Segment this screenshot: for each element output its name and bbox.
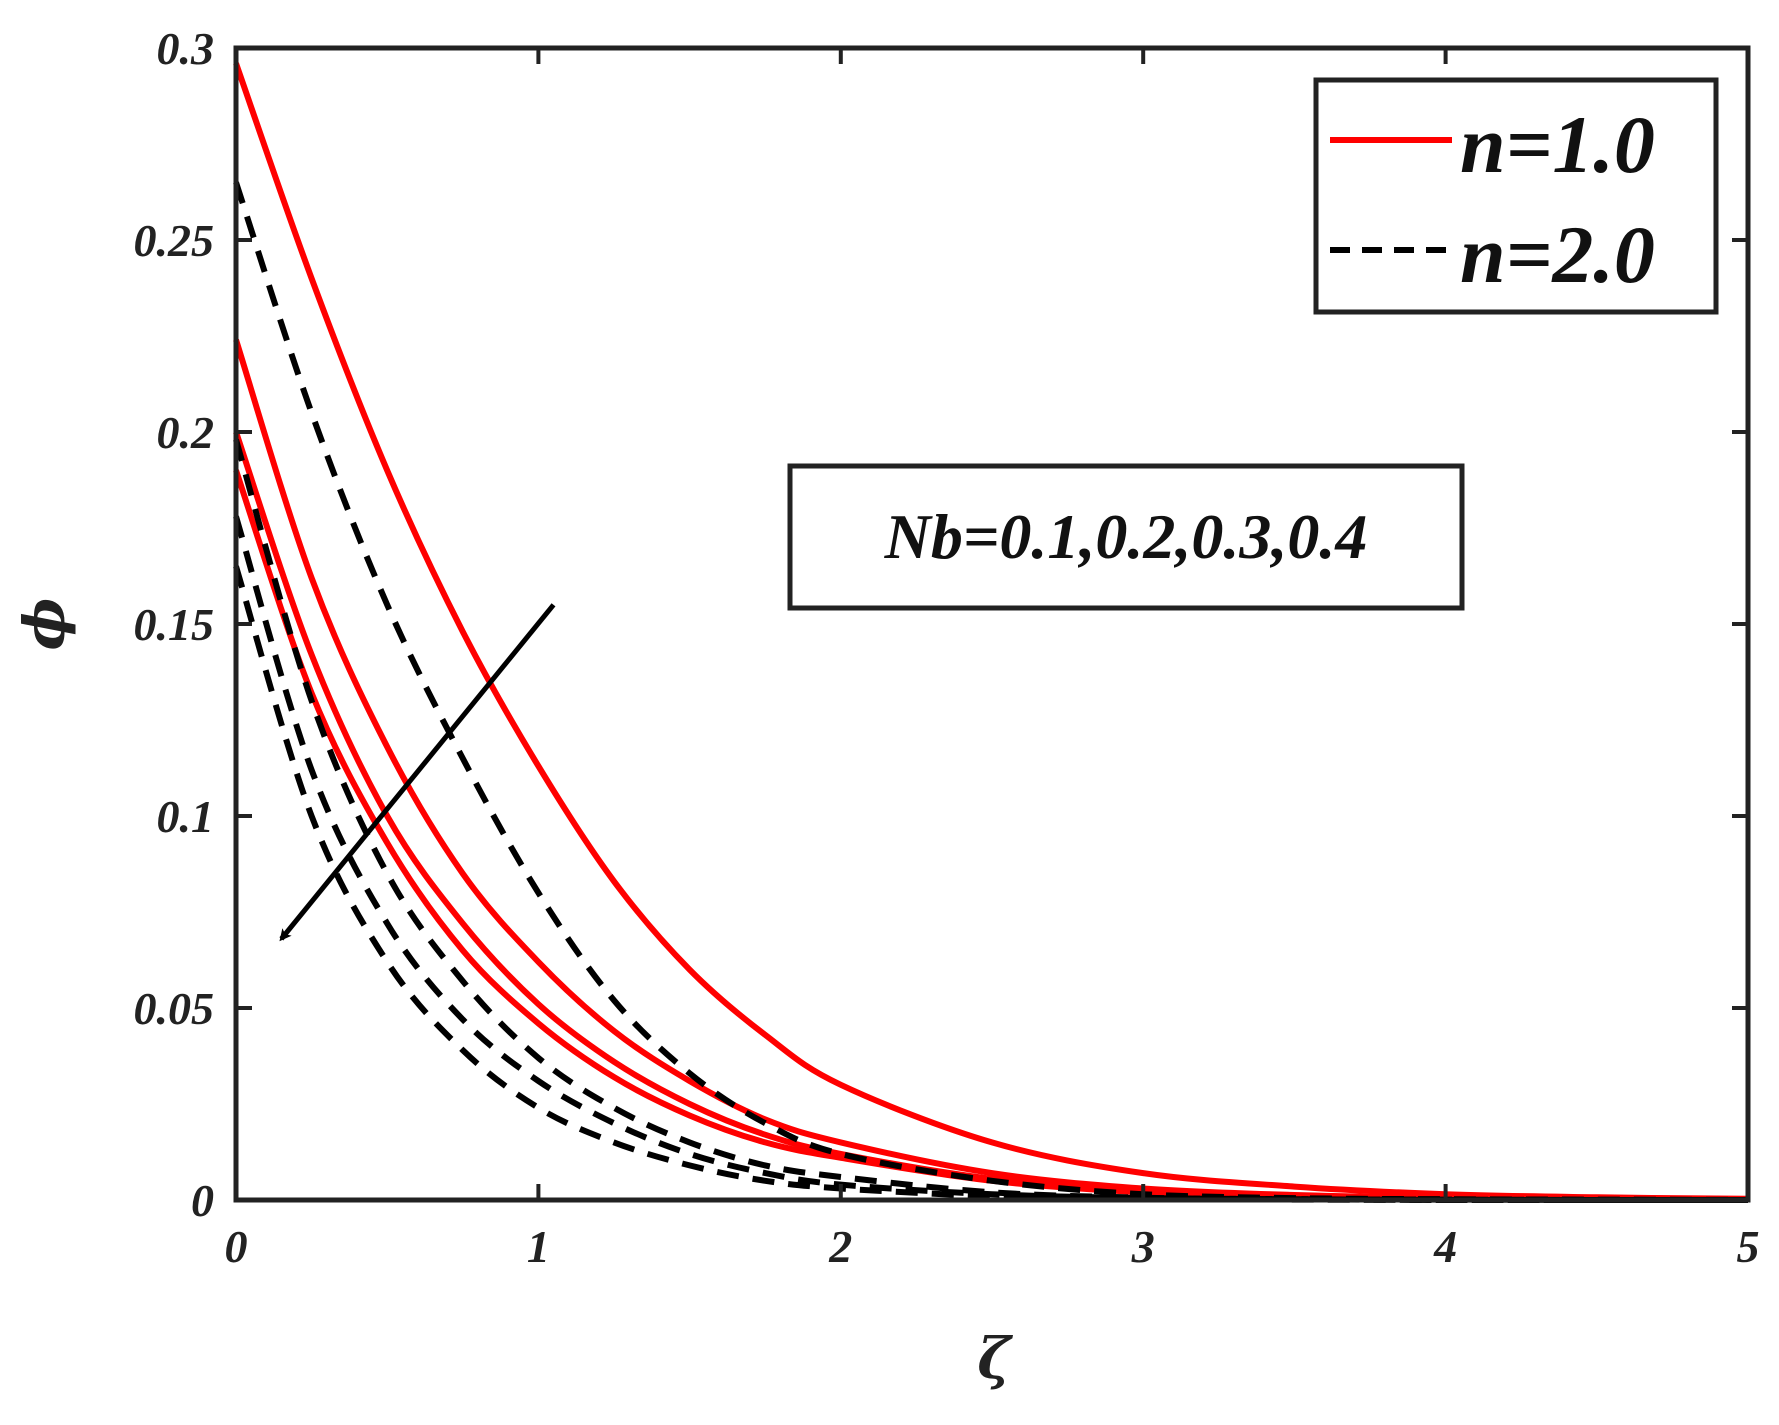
annotation-arrow bbox=[279, 603, 556, 942]
x-tick-label: 5 bbox=[1737, 1221, 1760, 1272]
y-tick-label: 0.3 bbox=[157, 23, 215, 74]
x-tick-label: 2 bbox=[828, 1221, 852, 1272]
series-line-n2-1 bbox=[233, 181, 1749, 1203]
x-tick-label: 0 bbox=[225, 1221, 248, 1272]
legend-label-n2: n=2.0 bbox=[1460, 209, 1655, 300]
series-line-n1-1 bbox=[233, 62, 1749, 1202]
y-tick-label: 0.15 bbox=[134, 599, 215, 650]
x-tick-label: 4 bbox=[1433, 1221, 1457, 1272]
plot-frame bbox=[233, 45, 1751, 1203]
y-tick-label: 0.1 bbox=[157, 791, 215, 842]
labels-layer: 0 1 2 3 4 5 0 0.05 0.1 0.15 0.2 0.25 0.3 bbox=[134, 23, 1760, 1272]
annotation-text: Nb=0.1,0.2,0.3,0.4 bbox=[884, 501, 1368, 572]
annotation-box: Nb=0.1,0.2,0.3,0.4 bbox=[787, 463, 1465, 611]
ticks-layer bbox=[234, 46, 1750, 1202]
legend-label-n1: n=1.0 bbox=[1460, 99, 1655, 190]
y-tick-label: 0 bbox=[191, 1175, 214, 1226]
x-tick-label: 1 bbox=[527, 1221, 550, 1272]
x-axis-label: ζ bbox=[977, 1326, 1013, 1392]
arrow-line bbox=[279, 603, 556, 942]
y-axis-label: ϕ bbox=[12, 598, 78, 651]
legend: n=1.0 n=2.0 bbox=[1313, 77, 1719, 315]
y-tick-label: 0.2 bbox=[157, 407, 215, 458]
y-tick-label: 0.25 bbox=[134, 215, 215, 266]
y-tick-label: 0.05 bbox=[134, 983, 215, 1034]
series-line-n2-2 bbox=[233, 438, 1749, 1204]
x-tick-label: 3 bbox=[1131, 1221, 1155, 1272]
